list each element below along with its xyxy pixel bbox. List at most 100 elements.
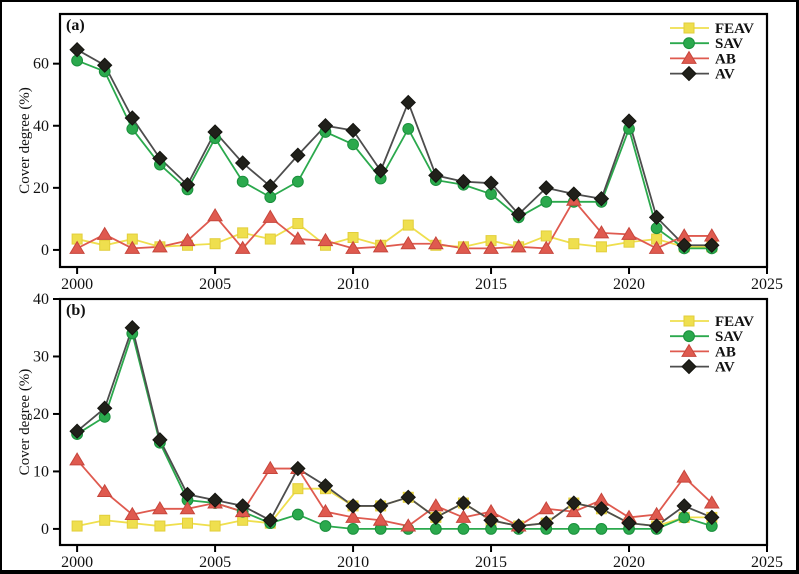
legend-label-av: AV — [715, 360, 735, 376]
data-point-ab — [152, 239, 168, 253]
data-point-av — [262, 512, 278, 528]
data-point-ab — [565, 503, 582, 518]
legend-marker-sav — [683, 330, 695, 343]
y-tick-label: 20 — [33, 406, 49, 423]
data-point-sav — [567, 523, 580, 535]
data-point-av — [455, 495, 472, 511]
data-point-ab — [427, 235, 444, 250]
data-point-av — [483, 175, 499, 191]
x-tick-label: 2015 — [475, 276, 507, 293]
plot-border — [58, 297, 769, 547]
x-tick-label: 2020 — [613, 276, 645, 293]
data-point-ab — [207, 207, 223, 222]
data-point-av — [372, 163, 389, 179]
data-point-ab — [400, 235, 417, 250]
data-point-av — [400, 489, 416, 506]
data-point-sav — [429, 523, 442, 535]
data-point-av — [510, 206, 527, 222]
legend-marker-av — [681, 358, 697, 375]
legend-label-ab: AB — [715, 344, 736, 360]
data-point-feav — [237, 227, 249, 239]
y-tick-label: 10 — [33, 463, 49, 480]
legend-marker-sav — [683, 37, 695, 50]
y-tick-label: 20 — [33, 180, 49, 197]
data-point-ab — [676, 469, 693, 483]
data-point-sav — [678, 511, 691, 524]
data-point-av — [179, 486, 196, 503]
data-point-ab — [648, 240, 665, 254]
y-tick-label: 40 — [33, 118, 49, 135]
x-tick-label: 2005 — [199, 276, 231, 293]
data-point-ab — [262, 460, 279, 475]
legend-label-feav: FEAV — [715, 21, 754, 37]
data-point-feav — [292, 483, 304, 495]
data-point-ab — [317, 232, 334, 247]
data-point-feav — [402, 219, 414, 231]
data-point-av — [566, 186, 582, 202]
data-point-feav — [99, 514, 111, 526]
data-point-av — [234, 155, 251, 171]
data-point-av — [69, 423, 85, 439]
data-point-av — [621, 113, 637, 129]
legend-label-sav: SAV — [715, 329, 743, 345]
data-point-av — [124, 110, 141, 126]
legend-label-av: AV — [715, 67, 735, 83]
x-tick-label: 2000 — [61, 554, 93, 571]
data-point-sav — [540, 195, 553, 208]
data-point-ab — [179, 232, 196, 247]
data-point-ab — [703, 495, 720, 509]
data-point-av — [317, 118, 334, 134]
data-point-av — [566, 495, 582, 511]
data-point-ab — [124, 240, 141, 254]
x-tick-label: 2025 — [751, 554, 783, 571]
data-point-av — [593, 190, 610, 207]
data-point-feav — [568, 238, 580, 250]
data-point-ab — [648, 506, 665, 521]
y-tick-label: 0 — [41, 521, 49, 538]
data-point-ab — [69, 452, 85, 466]
x-tick-label: 2025 — [751, 276, 783, 293]
data-point-ab — [96, 226, 113, 240]
data-point-ab — [289, 231, 306, 245]
data-point-ab — [483, 240, 499, 254]
legend-marker-feav — [683, 315, 695, 327]
data-point-feav — [292, 218, 304, 230]
data-point-av — [428, 167, 444, 184]
series-line-av — [76, 48, 712, 247]
data-point-av — [428, 509, 444, 526]
data-point-ab — [124, 506, 141, 521]
y-axis-title: Cover degree (%) — [17, 369, 33, 476]
data-point-ab — [372, 239, 389, 253]
legend-label-feav: FEAV — [715, 314, 754, 330]
data-point-ab — [345, 509, 361, 523]
y-tick-label: 60 — [33, 56, 49, 73]
data-point-av — [290, 147, 306, 163]
data-point-av — [207, 124, 223, 140]
data-point-av — [345, 498, 361, 514]
data-point-av — [372, 498, 389, 514]
legend-label-sav: SAV — [715, 36, 743, 52]
data-point-av — [234, 498, 251, 514]
data-point-av — [704, 237, 720, 253]
data-point-feav — [264, 233, 276, 245]
x-tick-label: 2010 — [337, 554, 369, 571]
data-point-ab — [427, 498, 444, 512]
x-tick-label: 2000 — [61, 276, 93, 293]
data-point-av — [676, 498, 692, 514]
data-point-feav — [209, 520, 221, 532]
data-point-sav — [291, 175, 304, 188]
x-tick-label: 2005 — [199, 554, 231, 571]
data-point-av — [648, 209, 665, 226]
data-point-av — [400, 94, 416, 111]
data-point-av — [345, 122, 361, 139]
data-point-av — [152, 150, 168, 167]
data-point-av — [179, 177, 196, 193]
data-point-ab — [69, 240, 85, 254]
data-point-feav — [99, 239, 111, 251]
data-point-ab — [455, 509, 472, 523]
data-point-ab — [262, 209, 279, 223]
data-point-sav — [236, 175, 249, 188]
data-point-sav — [291, 508, 304, 521]
data-point-ab — [510, 239, 527, 253]
